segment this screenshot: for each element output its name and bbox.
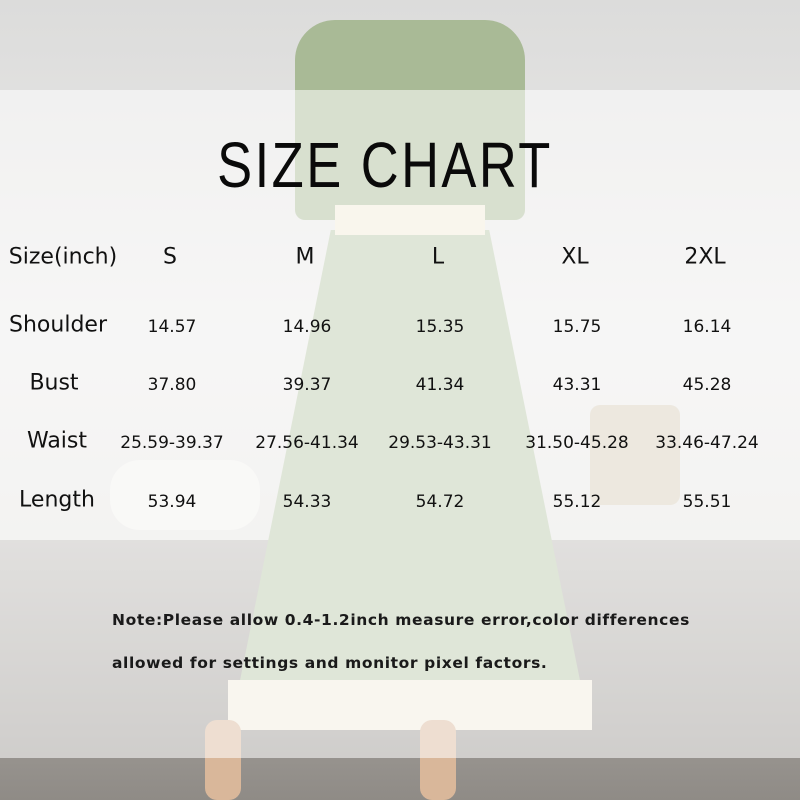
measurement-cell: 43.31 [552,375,602,395]
measurement-cell: 14.57 [147,317,197,337]
measurement-cell: 27.56-41.34 [255,433,359,453]
size-header-2xl: 2XL [684,244,726,270]
size-header-s: S [163,244,177,270]
measurement-cell: 15.35 [415,317,465,337]
measurement-cell: 15.75 [552,317,602,337]
measurement-cell: 39.37 [282,375,332,395]
measurement-cell: 53.94 [147,492,197,512]
size-unit-header: Size(inch) [8,244,118,270]
size-header-xl: XL [561,244,589,270]
row-label-shoulder: Shoulder [9,312,107,338]
row-label-bust: Bust [29,370,79,396]
measurement-cell: 45.28 [682,375,732,395]
measurement-cell: 37.80 [147,375,197,395]
measurement-cell: 14.96 [282,317,332,337]
size-header-m: M [295,244,315,270]
measurement-cell: 33.46-47.24 [655,433,759,453]
measurement-cell: 31.50-45.28 [525,433,629,453]
size-header-l: L [431,244,445,270]
row-label-waist: Waist [26,428,88,454]
measurement-cell: 54.33 [282,492,332,512]
measurement-cell: 54.72 [415,492,465,512]
measurement-cell: 29.53-43.31 [388,433,492,453]
note-line-2: allowed for settings and monitor pixel f… [112,654,548,672]
row-label-length: Length [19,487,95,513]
measurement-cell: 16.14 [682,317,732,337]
note-line-1: Note:Please allow 0.4-1.2inch measure er… [112,611,690,629]
measurement-cell: 55.51 [682,492,732,512]
measurement-cell: 41.34 [415,375,465,395]
size-chart-title: SIZE CHART [217,129,553,201]
measurement-cell: 25.59-39.37 [120,433,224,453]
white-overlay [0,90,800,758]
measurement-cell: 55.12 [552,492,602,512]
